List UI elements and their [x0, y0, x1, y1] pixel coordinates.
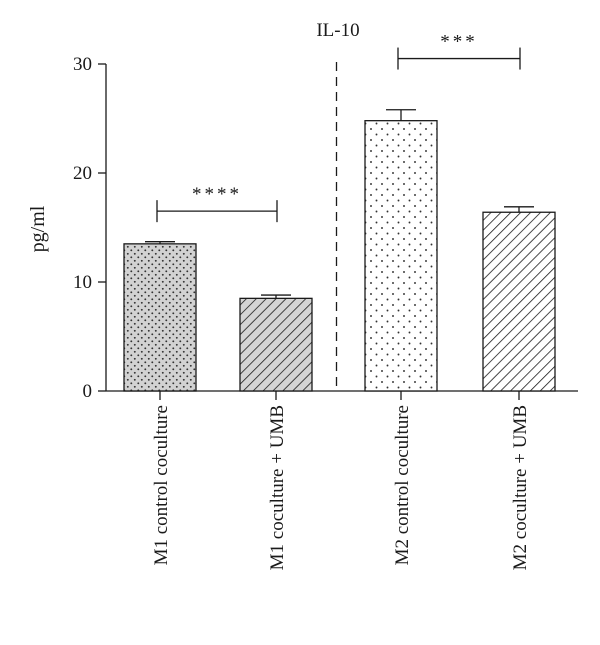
bar: [239, 297, 313, 392]
x-category-label: M1 control coculture: [151, 405, 172, 565]
bar: [482, 211, 556, 392]
y-tick-label: 30: [73, 54, 92, 75]
significance-label: ***: [440, 32, 478, 53]
y-tick-label: 20: [73, 163, 92, 184]
y-tick-label: 0: [83, 381, 93, 402]
bar: [364, 120, 438, 392]
bar: [123, 243, 197, 392]
x-category-label: M2 coculture + UMB: [510, 405, 531, 570]
plot-area: 0 10 20 30 M1 control coculture M1 coculture …: [73, 32, 578, 570]
chart-title: IL-10: [316, 20, 359, 41]
y-axis-title: pg/ml: [27, 205, 49, 252]
x-category-label: M1 coculture + UMB: [267, 405, 288, 570]
y-tick-label: 10: [73, 272, 92, 293]
x-category-label: M2 control coculture: [392, 405, 413, 565]
significance-label: ****: [192, 184, 242, 205]
